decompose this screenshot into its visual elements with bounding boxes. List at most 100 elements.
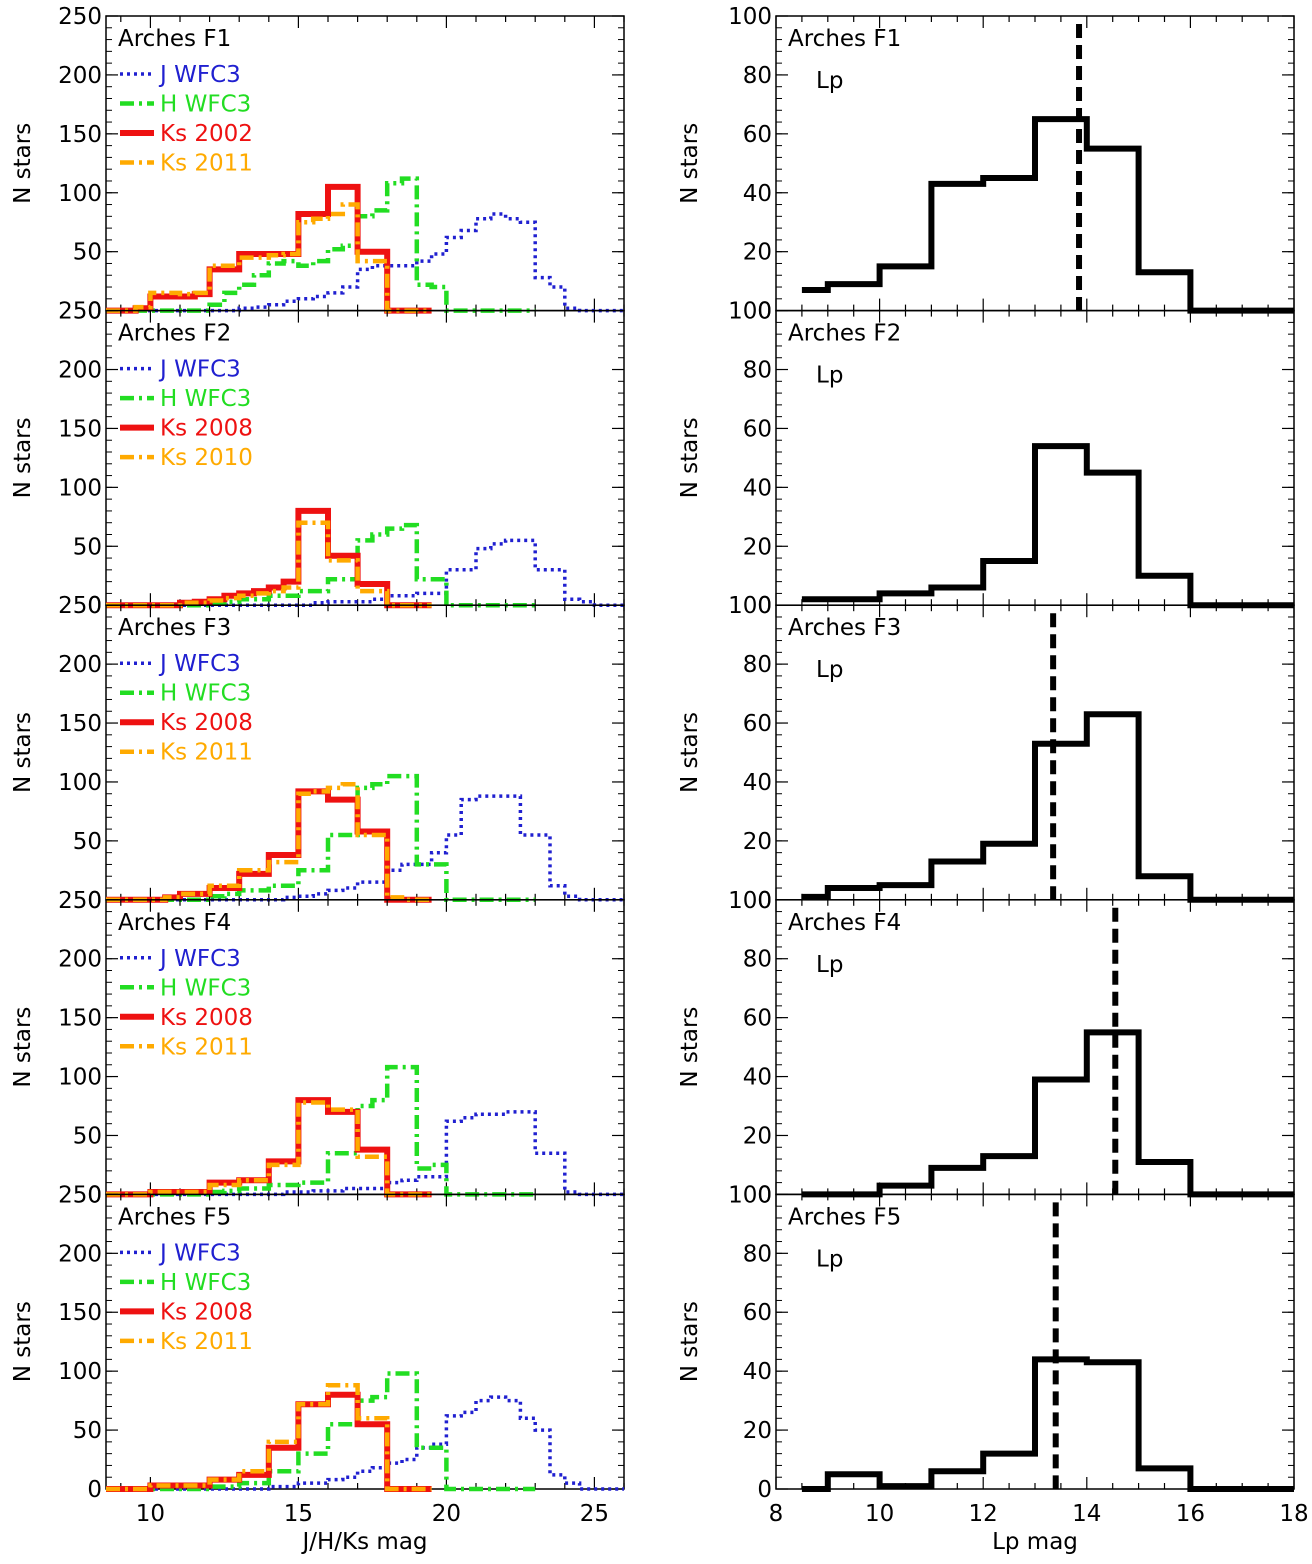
y-tick-label: 100 xyxy=(58,475,102,501)
legend-label: Ks 2008 xyxy=(160,710,253,736)
series-line-j-wfc3 xyxy=(106,212,624,313)
y-tick-label: 0 xyxy=(757,1477,772,1503)
y-tick-label: 20 xyxy=(743,829,772,855)
y-tick-label: 40 xyxy=(743,770,772,796)
series-line-j-wfc3 xyxy=(106,1110,624,1197)
series-line-ks-2011 xyxy=(106,202,432,313)
series-line-ks-2011 xyxy=(106,1383,432,1492)
y-tick-label: 60 xyxy=(743,1006,772,1032)
y-tick-label: 100 xyxy=(58,181,102,207)
y-tick-label: 0 xyxy=(757,888,772,914)
y-tick-label: 50 xyxy=(73,829,102,855)
y-tick-label: 50 xyxy=(73,240,102,266)
series-line-h-wfc3 xyxy=(106,176,536,313)
plot-frame xyxy=(105,1193,625,1490)
x-tick-label: 15 xyxy=(284,1501,313,1527)
x-axis-label: J/H/Ks mag xyxy=(300,1529,427,1555)
series-line-ks-2008 xyxy=(106,1097,432,1198)
legend-label: H WFC3 xyxy=(160,975,251,1001)
panel-subtitle: Lp xyxy=(816,952,843,978)
legend-label: Ks 2010 xyxy=(160,445,253,471)
y-tick-label: 250 xyxy=(58,593,102,619)
legend-label: Ks 2008 xyxy=(160,1299,253,1325)
y-axis-label: N stars xyxy=(10,1007,36,1088)
y-tick-label: 20 xyxy=(743,1123,772,1149)
x-axis-label: Lp mag xyxy=(992,1529,1078,1555)
panel-jhks-3: 0 50 100 150 200 250 N stars Arches F3 J WFC3 H W… xyxy=(10,593,625,914)
legend-label: H WFC3 xyxy=(160,92,251,118)
y-tick-label: 100 xyxy=(728,593,772,619)
x-tick-label: 10 xyxy=(865,1501,894,1527)
y-tick-label: 20 xyxy=(743,534,772,560)
y-tick-label: 0 xyxy=(757,1182,772,1208)
panel-jhks-5: 0 50 100 150 200 250 10 15 20 25 J/H/Ks mag N stars… xyxy=(10,1182,625,1555)
panel-title: Arches F2 xyxy=(118,321,231,347)
y-tick-label: 50 xyxy=(73,1418,102,1444)
y-tick-label: 150 xyxy=(58,711,102,737)
y-tick-label: 40 xyxy=(743,181,772,207)
panel-lp-4: 0 20 40 60 80 100 N stars Arches F4 Lp xyxy=(677,888,1295,1208)
y-tick-label: 200 xyxy=(58,1241,102,1267)
panel-title: Arches F1 xyxy=(788,26,901,52)
series-line-ks-2008 xyxy=(106,507,432,609)
x-tick-label: 8 xyxy=(769,1501,784,1527)
series-line-ks-2010 xyxy=(106,520,432,608)
series-line-h-wfc3 xyxy=(106,1371,536,1492)
y-tick-label: 20 xyxy=(743,1418,772,1444)
y-tick-label: 0 xyxy=(87,299,102,325)
panel-jhks-4: 0 50 100 150 200 250 N stars Arches F4 J WFC3 H W… xyxy=(10,888,625,1208)
y-tick-label: 60 xyxy=(743,416,772,442)
x-tick-label: 14 xyxy=(1072,1501,1101,1527)
panel-title: Arches F5 xyxy=(788,1204,901,1230)
y-tick-label: 200 xyxy=(58,63,102,89)
x-tick-label: 16 xyxy=(1176,1501,1205,1527)
x-tick-label: 25 xyxy=(580,1501,609,1527)
x-tick-label: 20 xyxy=(432,1501,461,1527)
y-tick-label: 0 xyxy=(757,593,772,619)
y-axis-label: N stars xyxy=(10,712,36,793)
y-tick-label: 200 xyxy=(58,358,102,384)
legend-label: H WFC3 xyxy=(160,386,251,412)
panel-subtitle: Lp xyxy=(816,68,843,94)
panel-lp-5: 0 20 40 60 80 100 8 10 12 14 16 18 Lp mag N stars Arch… xyxy=(677,1182,1309,1555)
series-line-ks-2011 xyxy=(106,782,432,903)
y-tick-label: 20 xyxy=(743,240,772,266)
y-tick-label: 60 xyxy=(743,1300,772,1326)
y-tick-label: 50 xyxy=(73,1123,102,1149)
x-tick-label: 12 xyxy=(969,1501,998,1527)
panel-subtitle: Lp xyxy=(816,1246,843,1272)
y-tick-label: 100 xyxy=(58,1065,102,1091)
legend-label: Ks 2011 xyxy=(160,1329,253,1355)
y-tick-label: 80 xyxy=(743,652,772,678)
y-tick-label: 250 xyxy=(58,888,102,914)
legend-label: J WFC3 xyxy=(158,946,241,972)
lp-histogram xyxy=(801,116,1294,314)
y-tick-label: 40 xyxy=(743,1359,772,1385)
panel-lp-1: 0 20 40 60 80 100 N stars Arches F1 Lp xyxy=(677,4,1295,325)
panel-title: Arches F4 xyxy=(788,910,901,936)
y-tick-label: 150 xyxy=(58,1300,102,1326)
y-tick-label: 100 xyxy=(728,1182,772,1208)
panel-title: Arches F1 xyxy=(118,26,231,52)
series-line-j-wfc3 xyxy=(106,794,624,902)
y-axis-label: N stars xyxy=(677,123,703,204)
panel-subtitle: Lp xyxy=(816,363,843,389)
panel-title: Arches F3 xyxy=(118,615,231,641)
y-tick-label: 0 xyxy=(757,299,772,325)
legend-label: Ks 2011 xyxy=(160,151,253,177)
y-tick-label: 0 xyxy=(87,593,102,619)
lp-histogram xyxy=(801,1356,1294,1492)
panel-title: Arches F3 xyxy=(788,615,901,641)
legend-label: Ks 2008 xyxy=(160,1005,253,1031)
lp-histogram xyxy=(801,1029,1294,1198)
legend-label: Ks 2011 xyxy=(160,740,253,766)
y-tick-label: 150 xyxy=(58,122,102,148)
y-tick-label: 100 xyxy=(728,4,772,30)
panel-jhks-1: 0 50 100 150 200 250 N stars Arches F1 J WFC3 H W… xyxy=(10,4,625,325)
lp-histogram xyxy=(801,711,1294,903)
y-tick-label: 0 xyxy=(87,1477,102,1503)
y-tick-label: 80 xyxy=(743,358,772,384)
legend-label: H WFC3 xyxy=(160,681,251,707)
panel-jhks-2: 0 50 100 150 200 250 N stars Arches F2 J WFC3 H W… xyxy=(10,299,625,619)
